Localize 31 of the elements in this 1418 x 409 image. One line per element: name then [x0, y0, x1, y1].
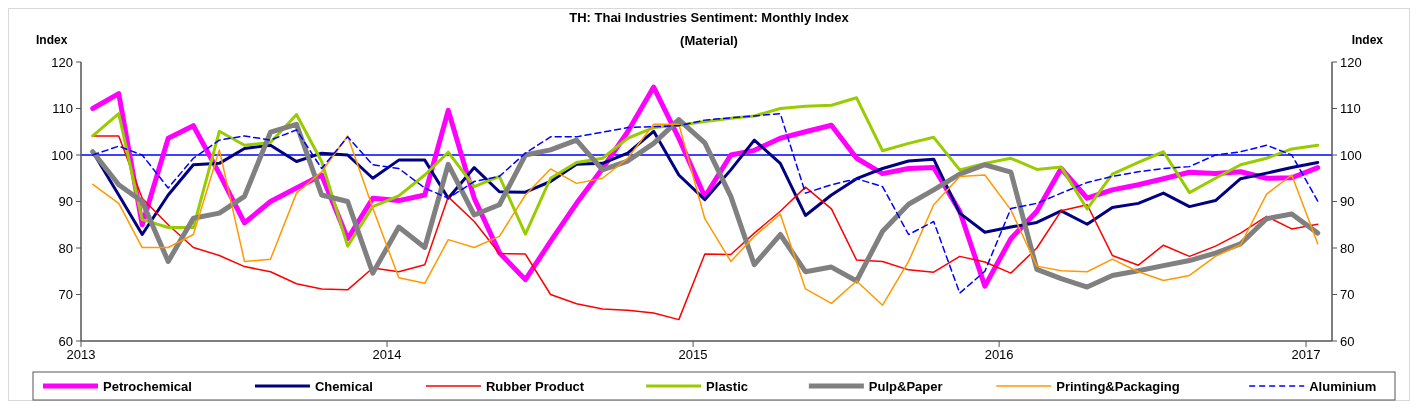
- y2-tick-label: 90: [1340, 194, 1355, 210]
- line-series: [91, 96, 1320, 248]
- x-tick-label: 2015: [678, 347, 708, 362]
- y2-axis-title: Index: [1351, 33, 1384, 47]
- legend-label: Printing&Packaging: [1056, 378, 1180, 394]
- y2-tick-label: 110: [1340, 101, 1361, 117]
- legend-label: Rubber Product: [485, 378, 585, 394]
- y2-tick-label: 70: [1340, 287, 1355, 303]
- legend-label: Chemical: [314, 378, 373, 394]
- chart-title: TH: Thai Industries Sentiment: Monthly Index: [569, 10, 850, 25]
- legend-label: Aluminium: [1309, 378, 1377, 394]
- y2-tick-label: 100: [1340, 147, 1362, 163]
- y2-tick-label: 60: [1340, 333, 1355, 349]
- y-tick-label: 70: [58, 287, 73, 303]
- y-tick-label: 100: [51, 147, 73, 163]
- x-tick-label: 2016: [984, 347, 1014, 362]
- y-tick-label: 80: [58, 240, 73, 256]
- chart-subtitle: (Material): [680, 33, 738, 48]
- legend-label: Petrochemical: [103, 378, 192, 394]
- y-tick-label: 60: [58, 333, 73, 349]
- y-tick-label: 90: [58, 194, 73, 210]
- legend-label: Pulp&Paper: [868, 378, 943, 394]
- x-tick-label: 2013: [66, 347, 96, 362]
- x-tick-label: 2017: [1291, 347, 1321, 362]
- y2-tick-label: 120: [1340, 54, 1362, 70]
- y-tick-label: 110: [52, 101, 73, 117]
- legend-label: Plastic: [706, 378, 749, 394]
- y-tick-label: 120: [51, 54, 73, 70]
- x-tick-label: 2014: [372, 347, 402, 362]
- y-axis-title: Index: [36, 33, 68, 47]
- y2-tick-label: 80: [1340, 240, 1355, 256]
